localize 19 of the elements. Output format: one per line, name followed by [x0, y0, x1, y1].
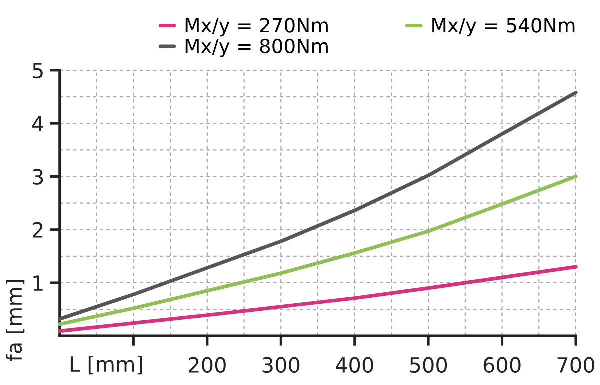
x-tick-label: 400: [336, 357, 374, 374]
x-tick-label: 700: [558, 357, 594, 374]
line-series: [58, 90, 578, 321]
y-tick-label: 3: [33, 169, 44, 185]
line-series: [58, 174, 578, 326]
x-axis-title: L [mm]: [70, 356, 142, 375]
legend-label: Mx/y = 270Nm: [186, 18, 328, 37]
y-tick-label: 5: [33, 63, 43, 79]
legend-label: Mx/y = 800Nm: [186, 38, 328, 58]
y-tick-label: 4: [32, 116, 44, 132]
y-tick-label: 1: [34, 276, 43, 291]
x-tick-label: 300: [262, 357, 300, 374]
legend-label: Mx/y = 540Nm: [432, 18, 575, 37]
y-axis-title: fa [mm]: [6, 280, 25, 362]
x-tick-label: 500: [410, 357, 448, 374]
line-series: [58, 265, 578, 334]
y-tick-label: 2: [32, 222, 43, 238]
x-tick-label: 600: [484, 357, 521, 374]
x-tick-label: 200: [189, 357, 226, 374]
